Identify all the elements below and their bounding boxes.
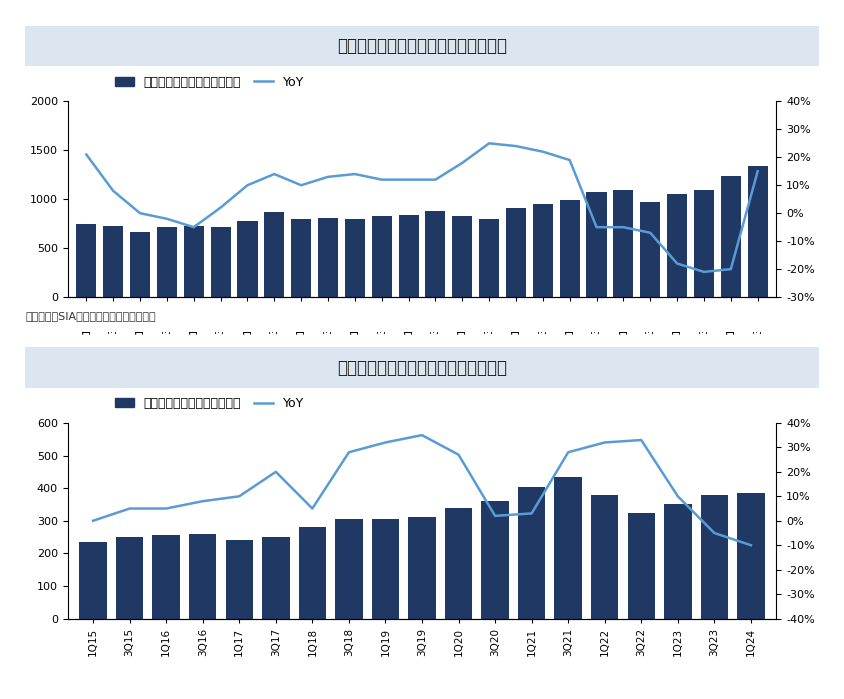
Bar bbox=[628, 512, 655, 619]
Bar bbox=[641, 202, 660, 297]
Bar bbox=[664, 505, 691, 619]
Bar bbox=[189, 534, 216, 619]
Bar bbox=[667, 194, 687, 297]
Bar bbox=[299, 527, 326, 619]
Bar bbox=[452, 216, 473, 297]
Bar bbox=[506, 208, 526, 297]
Text: 图：中国半导体季度销售额及同比增速: 图：中国半导体季度销售额及同比增速 bbox=[337, 359, 507, 377]
Text: 图：全球半导体季度销售额及同比增速: 图：全球半导体季度销售额及同比增速 bbox=[337, 37, 507, 55]
Bar bbox=[425, 212, 446, 297]
Bar bbox=[479, 219, 499, 297]
Legend: 中国半导体销售额（亿美元）, YoY: 中国半导体销售额（亿美元）, YoY bbox=[110, 392, 309, 415]
Bar bbox=[184, 226, 203, 297]
Bar bbox=[694, 190, 714, 297]
Bar bbox=[264, 212, 284, 297]
Bar bbox=[408, 517, 436, 619]
Bar bbox=[79, 542, 107, 619]
Bar bbox=[76, 224, 96, 297]
Bar bbox=[591, 495, 619, 619]
Bar bbox=[153, 535, 180, 619]
Bar bbox=[291, 219, 311, 297]
Bar bbox=[210, 227, 230, 297]
Bar bbox=[701, 495, 728, 619]
Bar bbox=[371, 217, 392, 297]
Bar bbox=[748, 166, 768, 297]
Bar bbox=[345, 219, 365, 297]
Bar bbox=[398, 215, 419, 297]
Bar bbox=[116, 537, 143, 619]
Bar bbox=[237, 222, 257, 297]
Bar bbox=[130, 232, 150, 297]
Bar bbox=[371, 519, 399, 619]
Text: 资料来源：SIA，国信证券经济研究所整理: 资料来源：SIA，国信证券经济研究所整理 bbox=[25, 312, 156, 322]
Bar bbox=[262, 537, 289, 619]
Bar bbox=[103, 226, 123, 297]
Bar bbox=[318, 218, 338, 297]
Bar bbox=[157, 226, 177, 297]
Bar bbox=[518, 487, 545, 619]
Bar bbox=[533, 203, 553, 297]
Bar bbox=[481, 501, 509, 619]
Bar bbox=[587, 192, 607, 297]
Legend: 全球半导体销售额（亿美元）, YoY: 全球半导体销售额（亿美元）, YoY bbox=[110, 71, 309, 94]
Bar bbox=[614, 190, 634, 297]
Bar bbox=[560, 200, 580, 297]
Bar bbox=[721, 175, 741, 297]
Bar bbox=[445, 507, 473, 619]
Bar bbox=[225, 540, 253, 619]
Bar bbox=[737, 493, 765, 619]
Bar bbox=[555, 477, 582, 619]
Bar bbox=[335, 519, 363, 619]
